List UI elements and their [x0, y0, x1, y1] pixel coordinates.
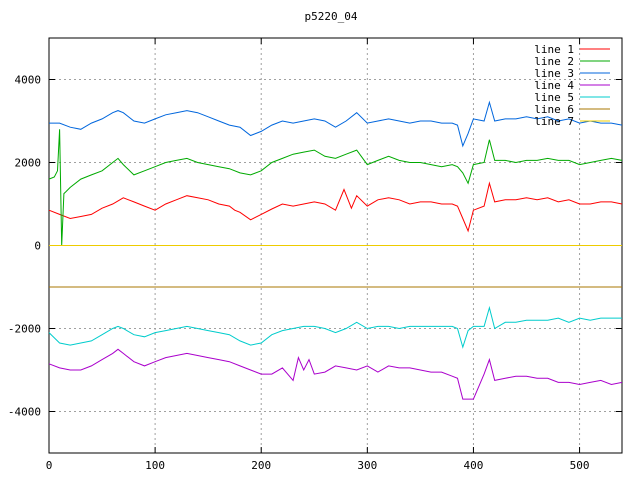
- series-line-2: [48, 129, 623, 246]
- legend-label: line 3: [534, 67, 574, 80]
- y-tick-label: -4000: [8, 406, 41, 419]
- chart-title: p5220_04: [305, 10, 358, 23]
- y-tick-label: 2000: [15, 157, 42, 170]
- x-tick-label: 100: [145, 459, 165, 472]
- x-tick-label: 300: [357, 459, 377, 472]
- legend-label: line 1: [534, 43, 574, 56]
- y-tick-label: 4000: [15, 74, 42, 87]
- x-tick-label: 0: [46, 459, 53, 472]
- legend-label: line 2: [534, 55, 574, 68]
- series-line-4: [48, 348, 623, 400]
- x-axis: 0 100 200 300 400 500: [46, 38, 590, 472]
- y-axis: -4000 -2000 0 2000 4000: [8, 74, 622, 419]
- legend-label: line 7: [534, 115, 574, 128]
- legend-label: line 5: [534, 91, 574, 104]
- series-line-5: [48, 305, 622, 349]
- legend-label: line 6: [534, 103, 574, 116]
- series-line-3: [49, 100, 623, 148]
- x-tick-label: 200: [251, 459, 271, 472]
- y-tick-label: 0: [34, 240, 41, 253]
- x-tick-label: 500: [570, 459, 590, 472]
- legend-label: line 4: [534, 79, 574, 92]
- x-tick-label: 400: [464, 459, 484, 472]
- series-group: [48, 100, 623, 400]
- series-line-1: [48, 181, 623, 233]
- y-tick-label: -2000: [8, 323, 41, 336]
